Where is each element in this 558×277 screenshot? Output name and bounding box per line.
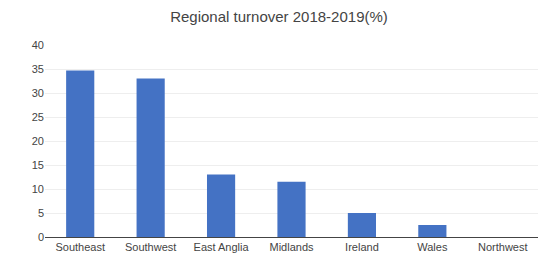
svg-text:30: 30: [32, 87, 44, 99]
svg-text:Northwest: Northwest: [478, 241, 528, 253]
svg-text:East Anglia: East Anglia: [194, 241, 250, 253]
svg-text:10: 10: [32, 183, 44, 195]
svg-text:0: 0: [38, 231, 44, 243]
svg-text:Southwest: Southwest: [125, 241, 176, 253]
svg-text:Wales: Wales: [417, 241, 448, 253]
svg-text:Southeast: Southeast: [55, 241, 105, 253]
svg-text:5: 5: [38, 207, 44, 219]
svg-text:40: 40: [32, 39, 44, 51]
svg-text:35: 35: [32, 63, 44, 75]
svg-text:Regional turnover 2018-2019(%): Regional turnover 2018-2019(%): [170, 8, 388, 25]
svg-text:Ireland: Ireland: [345, 241, 379, 253]
svg-text:Midlands: Midlands: [269, 241, 314, 253]
svg-text:15: 15: [32, 159, 44, 171]
svg-text:25: 25: [32, 111, 44, 123]
svg-text:20: 20: [32, 135, 44, 147]
